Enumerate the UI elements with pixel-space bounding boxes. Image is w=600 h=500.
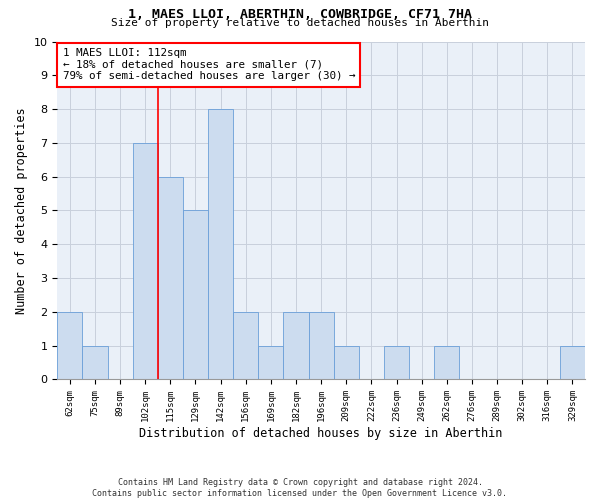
Text: Contains HM Land Registry data © Crown copyright and database right 2024.
Contai: Contains HM Land Registry data © Crown c…	[92, 478, 508, 498]
X-axis label: Distribution of detached houses by size in Aberthin: Distribution of detached houses by size …	[139, 427, 503, 440]
Bar	[259, 346, 283, 380]
Text: 1 MAES LLOI: 112sqm
← 18% of detached houses are smaller (7)
79% of semi-detache: 1 MAES LLOI: 112sqm ← 18% of detached ho…	[62, 48, 355, 82]
Bar	[560, 346, 585, 380]
Text: 1, MAES LLOI, ABERTHIN, COWBRIDGE, CF71 7HA: 1, MAES LLOI, ABERTHIN, COWBRIDGE, CF71 …	[128, 8, 472, 20]
Bar	[158, 176, 183, 380]
Text: Size of property relative to detached houses in Aberthin: Size of property relative to detached ho…	[111, 18, 489, 28]
Bar	[183, 210, 208, 380]
Bar	[434, 346, 460, 380]
Y-axis label: Number of detached properties: Number of detached properties	[15, 107, 28, 314]
Bar	[283, 312, 308, 380]
Bar	[233, 312, 259, 380]
Bar	[82, 346, 107, 380]
Bar	[57, 312, 82, 380]
Bar	[208, 109, 233, 380]
Bar	[334, 346, 359, 380]
Bar	[308, 312, 334, 380]
Bar	[384, 346, 409, 380]
Bar	[133, 143, 158, 380]
